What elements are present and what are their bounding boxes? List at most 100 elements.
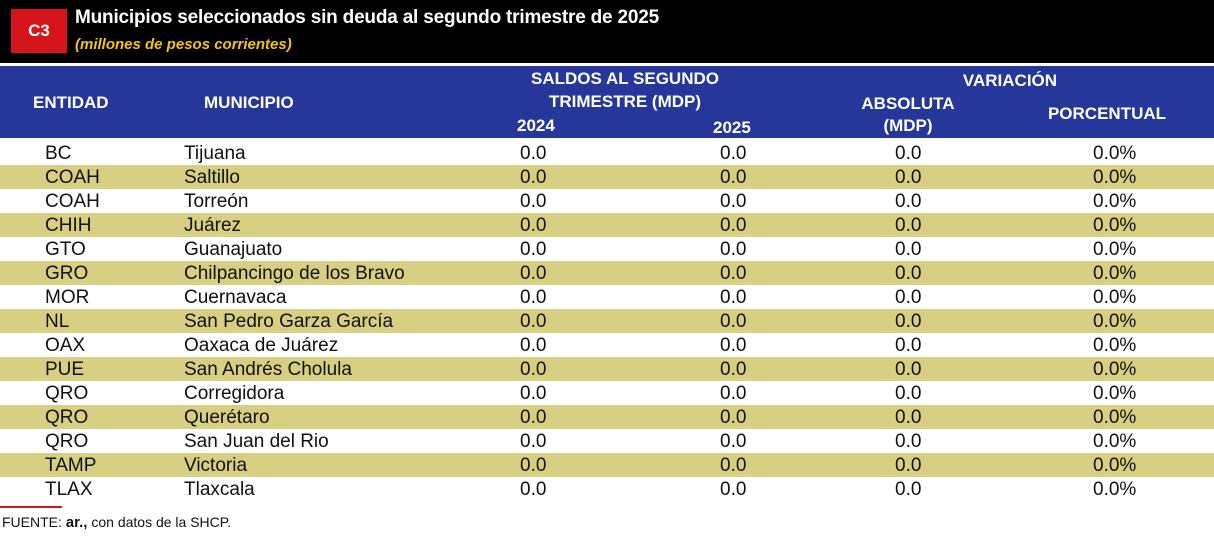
cell-municipio: Oaxaca de Juárez xyxy=(184,335,339,356)
cell-variacion-porcentual: 0.0% xyxy=(1093,407,1137,428)
cell-saldo-2024: 0.0 xyxy=(520,239,547,260)
cell-entidad: PUE xyxy=(45,359,85,380)
header-absoluta-line2: (MDP) xyxy=(883,116,933,135)
cell-saldo-2024: 0.0 xyxy=(520,431,547,452)
table-row: GTO Guanajuato 0.0 0.0 0.0 0.0% xyxy=(0,237,1214,261)
source-suffix: con datos de la SHCP. xyxy=(87,514,232,530)
cell-municipio: San Pedro Garza García xyxy=(184,311,394,332)
table-row: OAX Oaxaca de Juárez 0.0 0.0 0.0 0.0% xyxy=(0,333,1214,357)
cell-variacion-absoluta: 0.0 xyxy=(895,167,922,188)
table-row: PUE San Andrés Cholula 0.0 0.0 0.0 0.0% xyxy=(0,357,1214,381)
cell-variacion-porcentual: 0.0% xyxy=(1093,455,1137,476)
cell-variacion-absoluta: 0.0 xyxy=(895,383,922,404)
cell-entidad: OAX xyxy=(45,335,86,356)
cell-entidad: QRO xyxy=(45,407,89,428)
table-row: MOR Cuernavaca 0.0 0.0 0.0 0.0% xyxy=(0,285,1214,309)
cell-variacion-absoluta: 0.0 xyxy=(895,263,922,284)
cell-municipio: Victoria xyxy=(184,455,248,476)
cell-variacion-porcentual: 0.0% xyxy=(1093,383,1137,404)
cell-entidad: QRO xyxy=(45,431,89,452)
cell-entidad: TAMP xyxy=(45,455,97,476)
cell-variacion-porcentual: 0.0% xyxy=(1093,359,1137,380)
cell-saldo-2025: 0.0 xyxy=(720,143,747,164)
cell-municipio: Chilpancingo de los Bravo xyxy=(184,263,405,284)
cell-variacion-porcentual: 0.0% xyxy=(1093,335,1137,356)
source-note: FUENTE: ar., con datos de la SHCP. xyxy=(2,514,231,531)
cell-saldo-2024: 0.0 xyxy=(520,311,547,332)
table-row: GRO Chilpancingo de los Bravo 0.0 0.0 0.0 0.0… xyxy=(0,261,1214,285)
cell-municipio: Torreón xyxy=(184,191,249,212)
cell-saldo-2025: 0.0 xyxy=(720,287,747,308)
cell-saldo-2024: 0.0 xyxy=(520,335,547,356)
cell-variacion-porcentual: 0.0% xyxy=(1093,431,1137,452)
cell-saldo-2025: 0.0 xyxy=(720,239,747,260)
cell-saldo-2025: 0.0 xyxy=(720,311,747,332)
cell-variacion-absoluta: 0.0 xyxy=(895,407,922,428)
cell-variacion-absoluta: 0.0 xyxy=(895,431,922,452)
table-header: ENTIDAD MUNICIPIO SALDOS AL SEGUNDO TRIM… xyxy=(0,66,1214,138)
cell-saldo-2024: 0.0 xyxy=(520,215,547,236)
table-row: QRO Corregidora 0.0 0.0 0.0 0.0% xyxy=(0,381,1214,405)
cell-entidad: TLAX xyxy=(45,479,93,500)
cell-saldo-2024: 0.0 xyxy=(520,167,547,188)
cell-municipio: Querétaro xyxy=(184,407,270,428)
cell-entidad: GTO xyxy=(45,239,86,260)
cell-variacion-porcentual: 0.0% xyxy=(1093,311,1137,332)
table-row: TLAX Tlaxcala 0.0 0.0 0.0 0.0% xyxy=(0,477,1214,501)
table-row: NL San Pedro Garza García 0.0 0.0 0.0 0.0% xyxy=(0,309,1214,333)
cell-entidad: QRO xyxy=(45,383,89,404)
cell-variacion-porcentual: 0.0% xyxy=(1093,167,1137,188)
header-variacion: VARIACIÓN xyxy=(962,71,1058,90)
title-bar: C3 Municipios seleccionados sin deuda al… xyxy=(0,0,1214,63)
cell-saldo-2025: 0.0 xyxy=(720,335,747,356)
cell-saldo-2024: 0.0 xyxy=(520,407,547,428)
cell-variacion-absoluta: 0.0 xyxy=(895,287,922,308)
cell-variacion-absoluta: 0.0 xyxy=(895,191,922,212)
header-entidad: ENTIDAD xyxy=(33,93,109,112)
cell-municipio: San Juan del Rio xyxy=(184,431,329,452)
cell-saldo-2024: 0.0 xyxy=(520,359,547,380)
table-subtitle: (millones de pesos corrientes) xyxy=(75,36,292,53)
table-body: BC Tijuana 0.0 0.0 0.0 0.0% COAH Saltillo 0.0 0.0… xyxy=(0,141,1214,501)
cell-variacion-absoluta: 0.0 xyxy=(895,215,922,236)
cell-saldo-2025: 0.0 xyxy=(720,407,747,428)
cell-variacion-absoluta: 0.0 xyxy=(895,143,922,164)
cell-saldo-2024: 0.0 xyxy=(520,191,547,212)
header-year-2025: 2025 xyxy=(713,118,751,137)
source-prefix: FUENTE: xyxy=(2,514,66,530)
cell-saldo-2024: 0.0 xyxy=(520,143,547,164)
cell-municipio: Tlaxcala xyxy=(184,479,255,500)
cell-municipio: San Andrés Cholula xyxy=(184,359,352,380)
table-row: CHIH Juárez 0.0 0.0 0.0 0.0% xyxy=(0,213,1214,237)
source-brand: ar., xyxy=(65,514,88,531)
cell-saldo-2025: 0.0 xyxy=(720,455,747,476)
cell-saldo-2025: 0.0 xyxy=(720,383,747,404)
cell-municipio: Tijuana xyxy=(184,143,246,164)
cell-variacion-porcentual: 0.0% xyxy=(1093,191,1137,212)
cell-variacion-porcentual: 0.0% xyxy=(1093,287,1137,308)
cell-variacion-porcentual: 0.0% xyxy=(1093,215,1137,236)
cell-variacion-absoluta: 0.0 xyxy=(895,239,922,260)
header-saldos-line2: TRIMESTRE (MDP) xyxy=(548,92,702,111)
cell-saldo-2025: 0.0 xyxy=(720,263,747,284)
chart-badge: C3 xyxy=(11,9,67,53)
header-porcentual: PORCENTUAL xyxy=(1047,104,1167,123)
table-row: BC Tijuana 0.0 0.0 0.0 0.0% xyxy=(0,141,1214,165)
cell-saldo-2025: 0.0 xyxy=(720,479,747,500)
table-row: QRO San Juan del Rio 0.0 0.0 0.0 0.0% xyxy=(0,429,1214,453)
cell-entidad: COAH xyxy=(45,167,100,188)
cell-saldo-2025: 0.0 xyxy=(720,191,747,212)
cell-saldo-2025: 0.0 xyxy=(720,167,747,188)
header-saldos-line1: SALDOS AL SEGUNDO xyxy=(531,69,719,88)
cell-saldo-2024: 0.0 xyxy=(520,287,547,308)
cell-entidad: GRO xyxy=(45,263,89,284)
cell-entidad: CHIH xyxy=(45,215,92,236)
cell-variacion-porcentual: 0.0% xyxy=(1093,479,1137,500)
table-row: COAH Saltillo 0.0 0.0 0.0 0.0% xyxy=(0,165,1214,189)
cell-municipio: Saltillo xyxy=(184,167,240,188)
cell-variacion-absoluta: 0.0 xyxy=(895,455,922,476)
table-row: QRO Querétaro 0.0 0.0 0.0 0.0% xyxy=(0,405,1214,429)
header-absoluta-line1: ABSOLUTA xyxy=(861,94,955,113)
table-row: COAH Torreón 0.0 0.0 0.0 0.0% xyxy=(0,189,1214,213)
table-row: TAMP Victoria 0.0 0.0 0.0 0.0% xyxy=(0,453,1214,477)
